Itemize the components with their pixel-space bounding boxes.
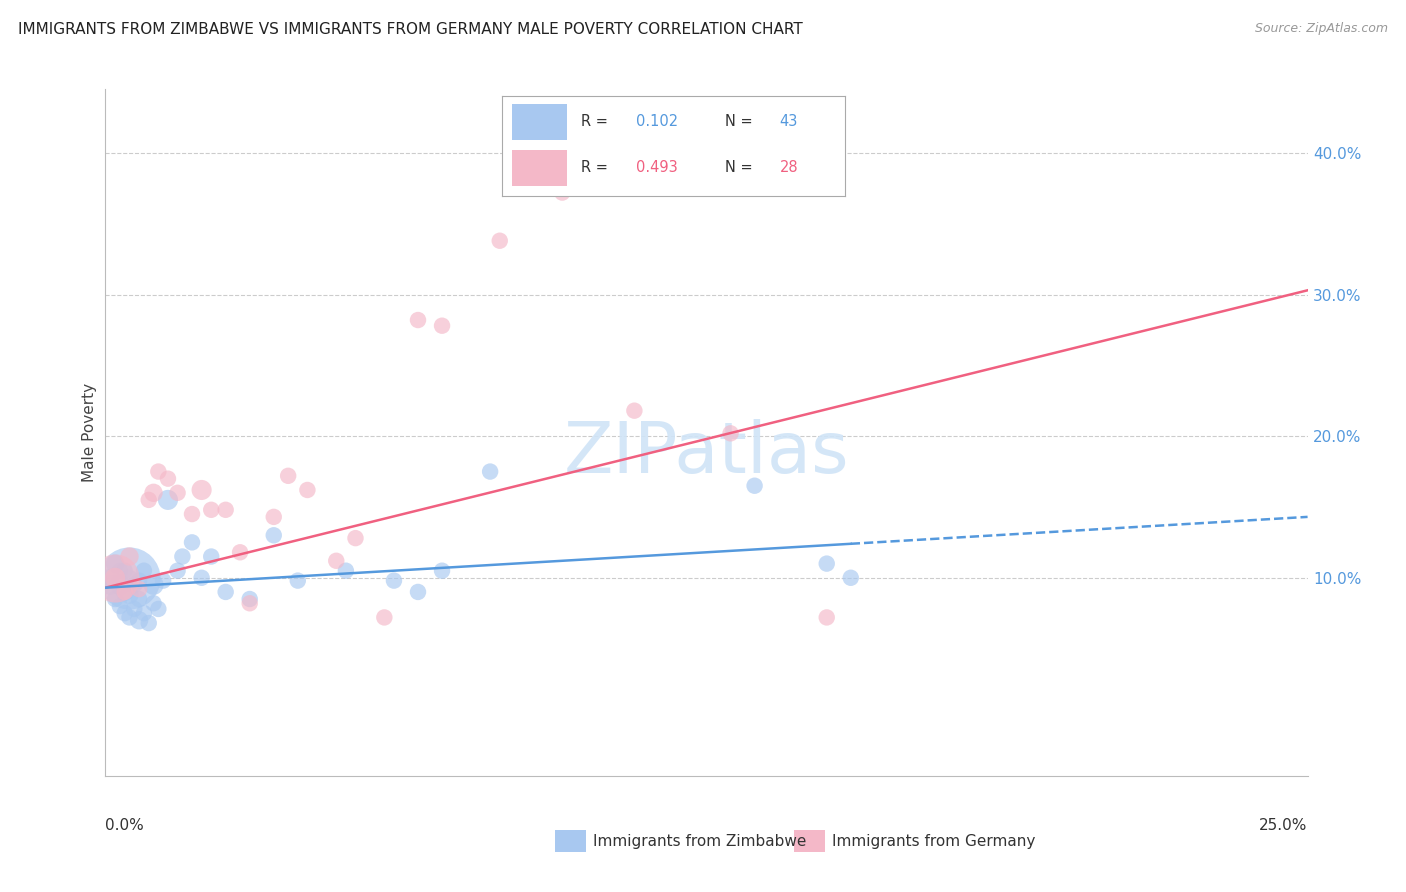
Point [128,582,150,596]
Point [148,602,170,616]
Point [138,616,160,631]
Point [214,503,236,517]
Point [104,557,127,571]
Y-axis label: Male Poverty: Male Poverty [82,383,97,483]
Point [124,602,146,616]
Point [142,485,165,500]
Point [479,465,502,479]
Point [239,592,262,607]
Text: 25.0%: 25.0% [1260,818,1308,832]
Point [229,545,252,559]
Point [344,531,367,545]
Point [124,578,146,592]
Point [181,535,204,549]
Point [142,596,165,610]
Point [148,465,170,479]
Point [118,571,141,585]
Point [128,574,150,588]
Point [815,557,838,571]
Point [132,564,155,578]
Point [114,564,136,578]
Point [128,592,150,607]
Text: 0.0%: 0.0% [105,818,145,832]
Point [325,554,347,568]
Point [172,549,194,564]
Point [406,585,429,599]
Point [118,610,141,624]
Point [181,507,204,521]
Point [335,564,357,578]
Point [108,599,131,613]
Point [114,585,136,599]
Point [815,610,838,624]
Point [152,574,174,588]
Point [104,571,127,585]
Point [98,578,121,592]
Point [200,549,222,564]
Point [551,186,574,200]
Point [200,503,222,517]
Text: Immigrants from Germany: Immigrants from Germany [832,834,1036,848]
Point [118,549,141,564]
Point [623,403,645,417]
Point [190,483,212,497]
Point [373,610,395,624]
Point [277,468,299,483]
Point [156,472,179,486]
Point [297,483,319,497]
Point [263,528,285,542]
Point [214,585,236,599]
Point [263,509,285,524]
Point [118,571,141,585]
Point [190,571,212,585]
Point [839,571,862,585]
Point [166,564,188,578]
Point [382,574,405,588]
Text: Source: ZipAtlas.com: Source: ZipAtlas.com [1254,22,1388,36]
Point [104,592,127,607]
Point [239,596,262,610]
Point [138,492,160,507]
Point [108,564,131,578]
Point [142,578,165,592]
Point [104,571,127,585]
Point [128,613,150,627]
Point [430,318,453,333]
Point [118,588,141,602]
Point [114,585,136,599]
Point [430,564,453,578]
Text: Immigrants from Zimbabwe: Immigrants from Zimbabwe [593,834,807,848]
Point [156,492,179,507]
Point [720,426,742,441]
Point [744,479,766,493]
Point [98,571,121,585]
Point [488,234,510,248]
Text: IMMIGRANTS FROM ZIMBABWE VS IMMIGRANTS FROM GERMANY MALE POVERTY CORRELATION CHA: IMMIGRANTS FROM ZIMBABWE VS IMMIGRANTS F… [18,22,803,37]
Point [132,606,155,620]
Point [108,578,131,592]
Text: ZIPatlas: ZIPatlas [564,418,849,488]
Point [166,485,188,500]
Point [406,313,429,327]
Point [114,606,136,620]
Point [287,574,309,588]
